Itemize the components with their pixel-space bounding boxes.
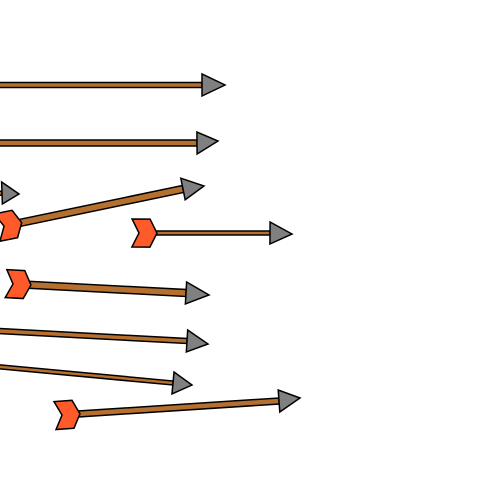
arrow-shaft bbox=[139, 230, 271, 236]
arrows-layer bbox=[0, 72, 302, 431]
arrowhead-icon bbox=[269, 220, 294, 246]
arrow-6 bbox=[3, 268, 211, 306]
arrowhead-icon bbox=[277, 388, 302, 414]
arrowhead-icon bbox=[0, 180, 21, 206]
arrowhead-icon bbox=[184, 280, 211, 306]
arrow-3 bbox=[0, 180, 21, 206]
fletching-icon bbox=[52, 399, 81, 431]
arrow-shaft bbox=[0, 81, 203, 89]
arrowhead-icon bbox=[196, 130, 220, 156]
arrowhead-icon bbox=[171, 370, 194, 396]
arrowhead-icon bbox=[185, 328, 210, 354]
arrowhead-icon bbox=[201, 72, 227, 98]
fletching-icon bbox=[3, 268, 32, 300]
fletching-icon bbox=[0, 209, 23, 243]
arrow-4 bbox=[0, 177, 206, 243]
arrow-9 bbox=[52, 388, 302, 431]
fletching-icon bbox=[130, 218, 158, 248]
arrow-7 bbox=[0, 327, 210, 354]
arrow-shaft bbox=[0, 139, 198, 147]
arrow-1 bbox=[0, 72, 227, 98]
arrow-5 bbox=[130, 218, 294, 248]
arrow-2 bbox=[0, 130, 220, 156]
arrowhead-icon bbox=[179, 177, 206, 202]
arrow-8 bbox=[0, 364, 194, 396]
